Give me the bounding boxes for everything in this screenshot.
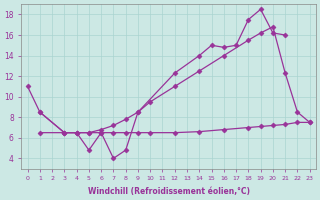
- X-axis label: Windchill (Refroidissement éolien,°C): Windchill (Refroidissement éolien,°C): [88, 187, 250, 196]
